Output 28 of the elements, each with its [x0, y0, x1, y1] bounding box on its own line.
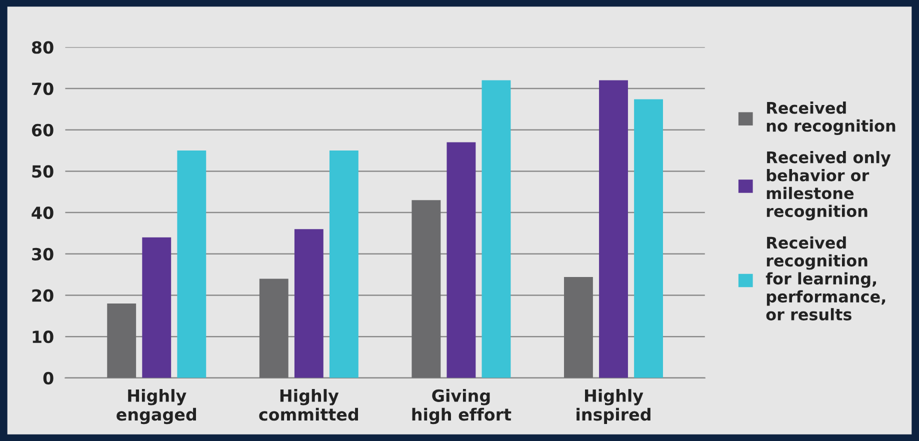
bar: [564, 277, 593, 378]
y-tick-label: 0: [43, 372, 54, 385]
y-tick-label: 30: [32, 248, 54, 260]
bar: [482, 80, 511, 378]
bar: [634, 99, 663, 378]
legend-label: Received recognition for learning, performance, or results: [766, 236, 886, 320]
y-tick-label: 50: [32, 165, 54, 178]
y-tick-label: 80: [32, 41, 54, 54]
legend-label: Received no recognition: [766, 102, 896, 136]
y-tick-label: 40: [32, 206, 54, 220]
bar: [412, 200, 441, 378]
bar: [446, 142, 476, 378]
x-tick-label: Highly committed: [259, 389, 358, 421]
y-tick-label: 10: [32, 330, 54, 344]
bar: [177, 150, 206, 378]
y-tick-label: 60: [32, 124, 54, 136]
bar: [259, 278, 288, 378]
bar: [107, 304, 136, 378]
y-tick-label: 70: [32, 82, 54, 96]
bar: [142, 237, 172, 378]
y-tick-label: 20: [32, 289, 54, 302]
x-tick-label: Highly inspired: [576, 389, 650, 424]
legend-label: Received only behavior or milestone recognition: [766, 150, 891, 220]
bar: [294, 229, 324, 378]
x-tick-label: Giving high effort: [412, 389, 512, 424]
bar: [599, 80, 628, 378]
x-tick-label: Highly engaged: [116, 389, 196, 424]
bar: [329, 150, 358, 378]
